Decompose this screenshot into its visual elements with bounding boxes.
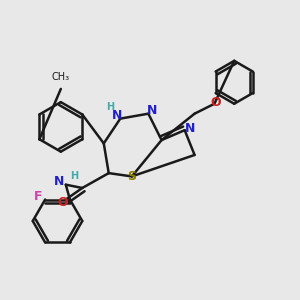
- Text: N: N: [54, 175, 64, 188]
- Text: N: N: [112, 109, 122, 122]
- Text: H: H: [106, 102, 114, 112]
- Text: O: O: [57, 196, 68, 209]
- Text: N: N: [146, 104, 157, 117]
- Text: S: S: [127, 170, 136, 183]
- Text: F: F: [34, 190, 43, 203]
- Text: N: N: [184, 122, 195, 135]
- Text: H: H: [70, 171, 78, 182]
- Text: O: O: [211, 96, 221, 109]
- Text: CH₃: CH₃: [52, 72, 70, 82]
